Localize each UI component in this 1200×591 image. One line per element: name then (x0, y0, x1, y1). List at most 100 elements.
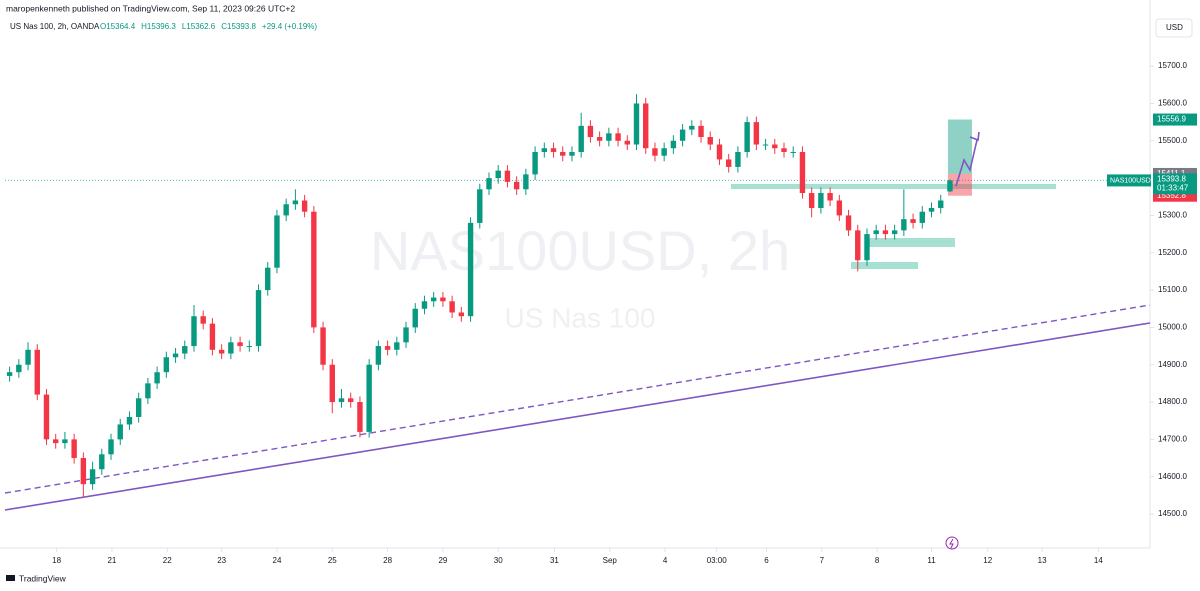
candle-body (237, 342, 243, 347)
candle-body (495, 170, 501, 179)
candle-body (661, 148, 667, 156)
candle-body (145, 383, 151, 399)
candle-body (578, 125, 584, 152)
candle-body (550, 148, 557, 152)
candle-body (827, 193, 833, 201)
candle-body (864, 234, 870, 261)
candle-body (108, 439, 114, 455)
candle-body (421, 301, 428, 309)
candle-body (6, 372, 13, 376)
candle-body (172, 353, 179, 358)
currency-button[interactable] (1155, 18, 1193, 38)
y-tick-label: 15300.0 (1158, 211, 1187, 220)
x-tick-label: 30 (494, 556, 503, 565)
y-tick-label: 14800.0 (1158, 397, 1187, 406)
candle-body (126, 416, 133, 425)
candle-body (163, 357, 170, 373)
x-tick-label: 12 (983, 556, 992, 565)
candle-body (62, 439, 68, 444)
candle-body (449, 301, 455, 313)
candle-body (228, 342, 234, 354)
x-tick-label: 6 (764, 556, 769, 565)
candle-body (440, 297, 446, 302)
y-tick-label: 14600.0 (1158, 472, 1187, 481)
candle-body (762, 144, 769, 146)
projection-arrow[interactable] (955, 139, 978, 187)
candle-body (25, 349, 31, 365)
candle-body (209, 323, 216, 350)
x-tick-label: Sep (603, 556, 618, 565)
x-tick-label: 7 (820, 556, 825, 565)
candle-body (200, 316, 206, 324)
x-tick-label: 03:00 (707, 556, 728, 565)
event-icon[interactable] (945, 536, 959, 550)
footer: TradingView (6, 573, 67, 583)
y-tick-label: 15200.0 (1158, 248, 1187, 257)
candle-body (71, 439, 77, 459)
candle-body (928, 207, 935, 212)
candle-body (698, 125, 704, 138)
candle-body (781, 148, 787, 152)
candle-body (938, 200, 944, 208)
zone[interactable] (851, 262, 918, 269)
candle-body (329, 364, 335, 403)
zone[interactable] (731, 184, 1056, 189)
x-tick-label: 22 (163, 556, 172, 565)
watermark-sub: US Nas 100 (505, 302, 656, 333)
candle-body (606, 133, 612, 141)
ohlc-value: L15362.6 (182, 22, 216, 31)
candle-body (34, 349, 40, 395)
y-tick-label: 15600.0 (1158, 99, 1187, 108)
candle-body (191, 316, 197, 347)
x-tick-label: 31 (550, 556, 559, 565)
x-tick-label: 13 (1038, 556, 1047, 565)
candle-body (532, 151, 538, 175)
legend: US Nas 100, 2h, OANDA O15364.4 H15396.3 L1… (10, 22, 317, 31)
candle-body (670, 140, 677, 149)
candle-body (808, 193, 815, 208)
candle-body (725, 159, 732, 167)
candle-body (818, 193, 824, 208)
candle-body (412, 308, 418, 328)
ohlc-value: H15396.3 (141, 22, 176, 31)
x-tick-label: 14 (1094, 556, 1103, 565)
published-line: maropenkenneth published on TradingView.… (6, 3, 295, 13)
candle-body (357, 402, 363, 432)
candle-body (89, 469, 96, 485)
x-tick-label: 24 (273, 556, 282, 565)
last-price-label: 15393.8 (1157, 175, 1186, 184)
candle-body (394, 342, 400, 350)
candle-body (855, 230, 861, 261)
candle-body (486, 178, 492, 190)
brand: TradingView (19, 573, 67, 583)
currency[interactable]: USD (1166, 23, 1183, 32)
x-tick-label: 4 (663, 556, 668, 565)
candle-body (218, 349, 225, 354)
candle-body (836, 200, 843, 216)
candle-body (366, 364, 372, 432)
candle-body (43, 394, 50, 440)
watermark: NAS100USD, 2h (370, 219, 790, 282)
arrow-head (969, 131, 980, 142)
zone[interactable] (869, 238, 955, 247)
last-price-bg (1153, 173, 1197, 195)
trend-line[interactable] (4, 322, 1151, 511)
symbol-tag: NAS100USD (1110, 177, 1151, 184)
candle-body (873, 230, 879, 235)
candle-body (901, 219, 907, 231)
y-tick-label: 15500.0 (1158, 136, 1187, 145)
y-tick-label: 14900.0 (1158, 360, 1187, 369)
candle-body (182, 346, 188, 354)
candle-body (16, 364, 22, 373)
target-label-bg (1153, 113, 1197, 126)
y-tick-label: 15100.0 (1158, 285, 1187, 294)
candle-body (910, 219, 916, 223)
candle-body (292, 200, 299, 205)
candle-body (274, 215, 280, 268)
trend-line-dashed[interactable] (4, 304, 1151, 494)
candle-body (384, 346, 391, 350)
candle-body (338, 398, 345, 403)
candle-body (633, 103, 640, 145)
event-bolt (949, 538, 954, 549)
